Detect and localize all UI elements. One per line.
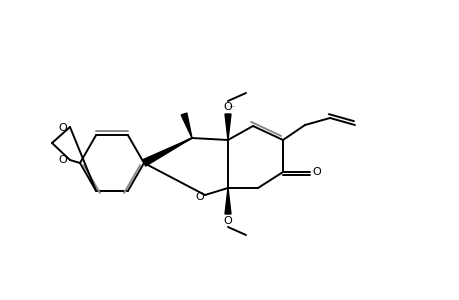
Polygon shape bbox=[224, 114, 230, 140]
Polygon shape bbox=[224, 188, 230, 214]
Text: O: O bbox=[223, 102, 232, 112]
Text: O: O bbox=[312, 167, 321, 177]
Polygon shape bbox=[142, 138, 191, 166]
Polygon shape bbox=[181, 113, 191, 138]
Text: O: O bbox=[195, 192, 204, 202]
Text: O: O bbox=[223, 216, 232, 226]
Text: O: O bbox=[58, 123, 67, 133]
Text: Methoxy: Methoxy bbox=[230, 105, 235, 106]
Text: O: O bbox=[58, 155, 67, 165]
